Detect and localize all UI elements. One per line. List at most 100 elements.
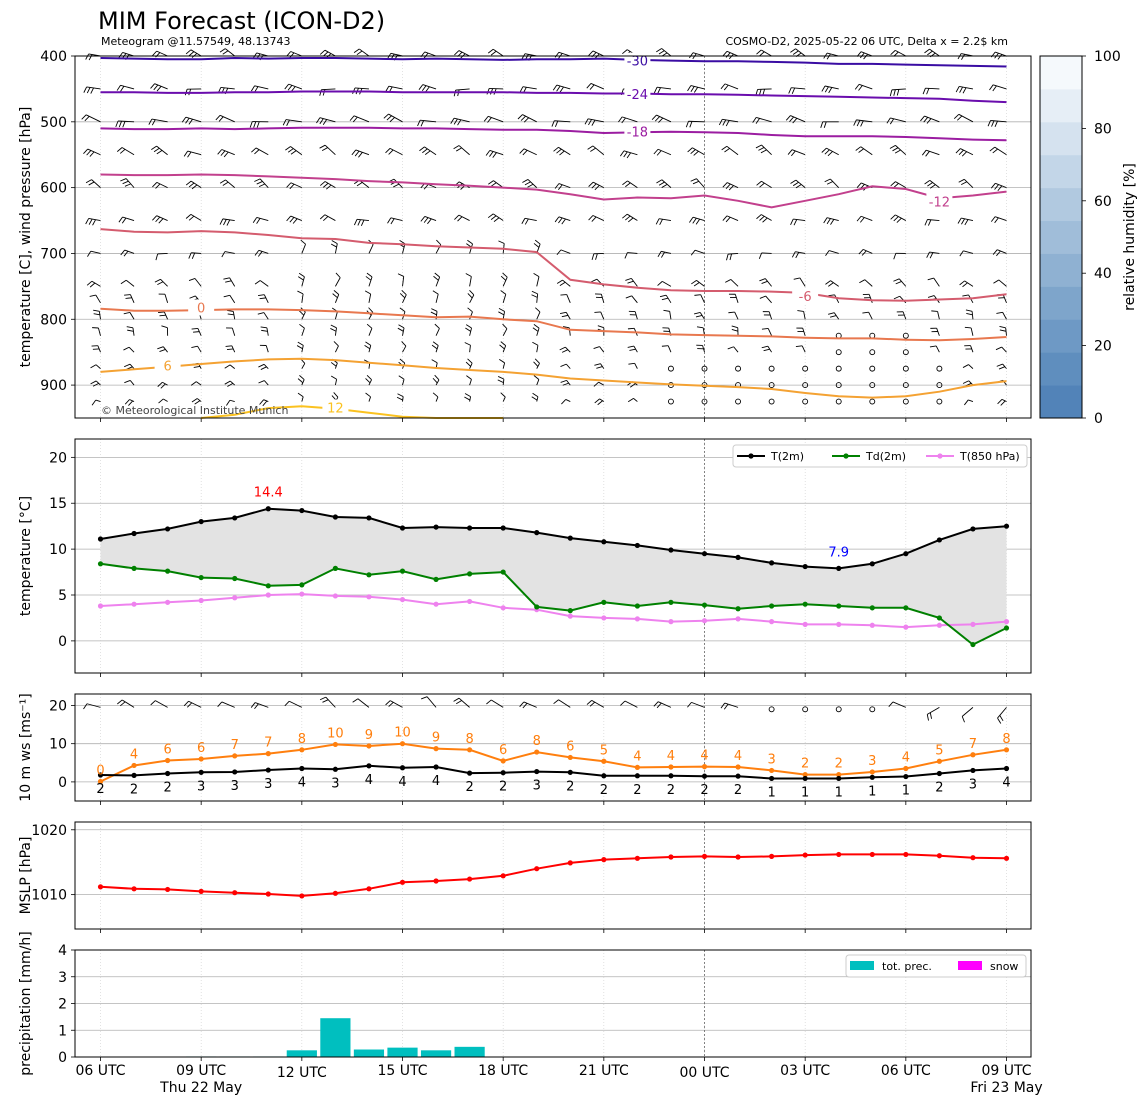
mslp-series-point xyxy=(970,855,976,861)
wind-barb-flag xyxy=(92,348,100,350)
gust-series-point xyxy=(1003,747,1010,753)
wind-barb-flag xyxy=(224,364,231,369)
wind-barb-flag xyxy=(690,149,696,155)
wind-barb-flag xyxy=(191,398,198,403)
wind-barb-flag xyxy=(727,346,734,350)
wind-barb-flag xyxy=(628,362,635,365)
wind-barb-staff xyxy=(502,379,505,386)
colorbar-tick-label: 40 xyxy=(1094,266,1112,282)
wind-barb-staff xyxy=(1002,312,1007,320)
wind-barb-staff xyxy=(469,363,473,369)
mean-wind-series-point xyxy=(433,764,439,770)
wind-barb xyxy=(691,279,705,287)
wind-barb-flag xyxy=(120,85,125,92)
wind-barb-flag xyxy=(721,145,728,151)
wind-barb-staff xyxy=(469,243,473,254)
wind-barb-flag xyxy=(893,216,899,222)
wind-barb-flag xyxy=(923,117,929,123)
wind-barb xyxy=(657,250,672,258)
wind-barb-flag xyxy=(662,327,669,329)
wind-barb-flag xyxy=(828,294,835,297)
wind-barb xyxy=(924,180,940,189)
wind-barb-flag xyxy=(188,182,195,188)
wind-barb xyxy=(622,213,638,223)
colorbar-tick-label: 20 xyxy=(1094,339,1112,355)
wind-barb-flag xyxy=(297,341,304,346)
wind-barb-staff xyxy=(1001,398,1007,402)
wind-barb-flag xyxy=(124,363,131,368)
wind-barb-flag xyxy=(226,219,231,226)
wind-barb-flag xyxy=(219,218,224,225)
wind-barb xyxy=(797,310,806,320)
wind-barb-flag xyxy=(558,184,563,190)
wind-barb-flag xyxy=(399,239,406,245)
wind-barb-flag xyxy=(625,295,632,299)
wind-barb-flag xyxy=(85,179,92,184)
wind-barb-flag xyxy=(728,185,734,191)
gust-label: 7 xyxy=(969,737,977,752)
wind-barb-staff xyxy=(197,328,202,336)
isotherm-label-bg xyxy=(322,399,349,416)
wind-barb-staff xyxy=(558,183,571,189)
wind-barb xyxy=(756,180,772,189)
wind-barb-flag xyxy=(654,116,660,122)
wind-barb-flag xyxy=(723,84,729,91)
mean-wind-series-point xyxy=(198,769,204,775)
gust-series-point xyxy=(97,778,104,785)
temperature-series-point xyxy=(198,574,204,581)
y-axis-label: temperature [°C] xyxy=(18,496,34,616)
wind-barb-flag xyxy=(81,114,87,120)
wind-barb-staff xyxy=(1002,294,1007,303)
wind-barb-flag xyxy=(385,700,391,706)
wind-barb-flag xyxy=(119,148,126,154)
wind-barb xyxy=(252,217,269,224)
mslp-series-point xyxy=(198,888,204,894)
wind-barb-flag xyxy=(322,119,328,126)
wind-barb-flag xyxy=(622,180,628,186)
wind-barb-flag xyxy=(927,219,932,226)
wind-barb-flag xyxy=(861,250,867,256)
wind-barb-staff xyxy=(929,48,940,57)
wind-barb-flag xyxy=(930,327,937,329)
wind-barb-staff xyxy=(734,294,739,303)
wind-barb-flag xyxy=(653,701,659,707)
wind-barb-staff xyxy=(229,364,236,369)
wind-barb-flag xyxy=(826,218,831,225)
wind-barb xyxy=(996,311,1007,320)
wind-barb-flag xyxy=(92,219,96,226)
colorbar-segment xyxy=(1040,286,1082,320)
wind-barb-flag xyxy=(366,272,373,278)
wind-barb-staff xyxy=(565,312,571,320)
wind-barb-flag xyxy=(893,295,900,300)
wind-barb xyxy=(690,249,705,256)
wind-barb-staff xyxy=(469,327,472,336)
wind-barb-flag xyxy=(591,119,596,126)
wind-barb-staff xyxy=(691,701,705,708)
wind-barb-flag xyxy=(188,278,196,282)
wind-barb-staff xyxy=(623,150,638,156)
wind-barb-staff xyxy=(724,83,739,90)
wind-barb-flag xyxy=(191,252,196,260)
mean-wind-series-point xyxy=(467,770,473,776)
wind-barb xyxy=(224,364,236,369)
wind-barb-flag xyxy=(552,84,558,91)
wind-barb-staff xyxy=(402,345,407,353)
wind-barb-staff xyxy=(656,86,671,90)
temperature-series-point xyxy=(802,563,808,570)
wind-barb xyxy=(893,252,906,260)
wind-barb-flag xyxy=(821,85,826,92)
wind-barb-staff xyxy=(566,294,571,303)
wind-barb-flag xyxy=(181,116,187,123)
wind-barb xyxy=(584,118,604,126)
temperature-series-point xyxy=(198,597,204,604)
wind-barb-flag xyxy=(856,120,861,127)
wind-barb xyxy=(383,113,403,123)
wind-barb-flag xyxy=(499,344,505,350)
wind-barb-staff xyxy=(435,293,439,303)
wind-barb-flag xyxy=(594,185,600,191)
wind-barb-flag xyxy=(722,119,727,126)
wind-barb-flag xyxy=(519,148,525,154)
wind-barb-flag xyxy=(989,84,994,91)
gust-series-point xyxy=(668,764,674,770)
wind-barb-staff xyxy=(728,253,739,255)
